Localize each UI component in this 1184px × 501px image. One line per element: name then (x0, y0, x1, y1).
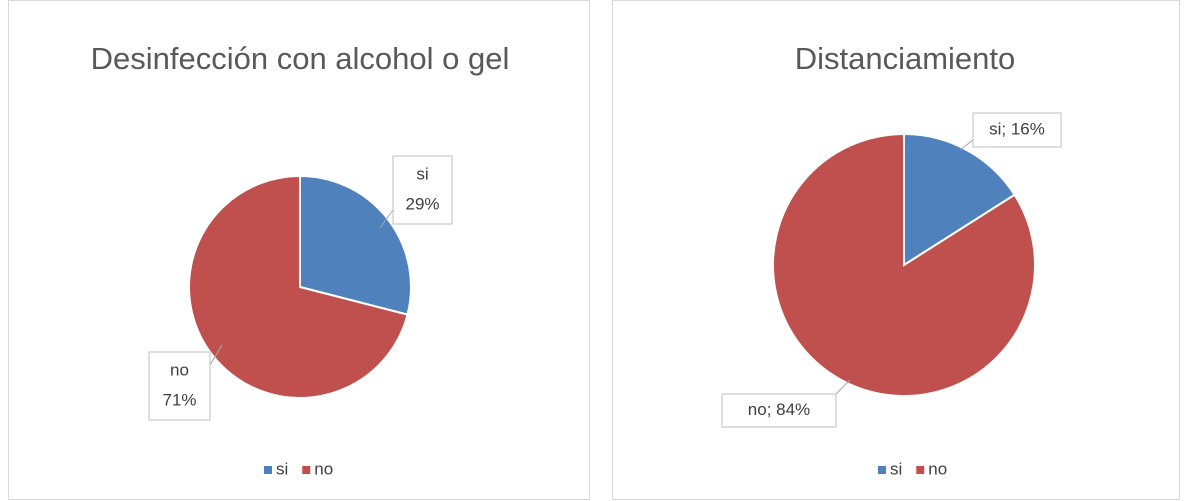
data-label: si; 16% (989, 119, 1045, 138)
pie-slice (188, 174, 409, 399)
legend-label: si (276, 459, 288, 478)
data-label: no; 84% (748, 400, 810, 419)
chart-title: Desinfección con alcohol o gel (90, 41, 510, 76)
chart-title: Distanciamiento (794, 41, 1016, 76)
pie-slice (299, 174, 412, 316)
data-label-category: si (416, 165, 428, 184)
leader-line (835, 379, 851, 395)
legend-swatch (302, 466, 311, 474)
data-label-box (972, 112, 1062, 148)
data-label-category: no (170, 361, 189, 380)
leader-line (959, 139, 974, 151)
data-label: 71% (162, 390, 196, 409)
legend-label: no (928, 459, 947, 478)
data-label-box (392, 155, 453, 225)
legend-swatch (916, 466, 925, 474)
data-label-box (148, 351, 211, 421)
pie-slice (772, 132, 1036, 397)
data-label: 29% (405, 194, 439, 213)
leader-line (209, 344, 223, 366)
pie-slice (903, 132, 1016, 267)
legend-label: si (890, 459, 902, 478)
legend-swatch (264, 466, 272, 474)
legend-swatch (878, 466, 886, 474)
legend-label: no (314, 459, 333, 478)
leader-line (379, 209, 394, 229)
data-label-box (721, 393, 837, 428)
